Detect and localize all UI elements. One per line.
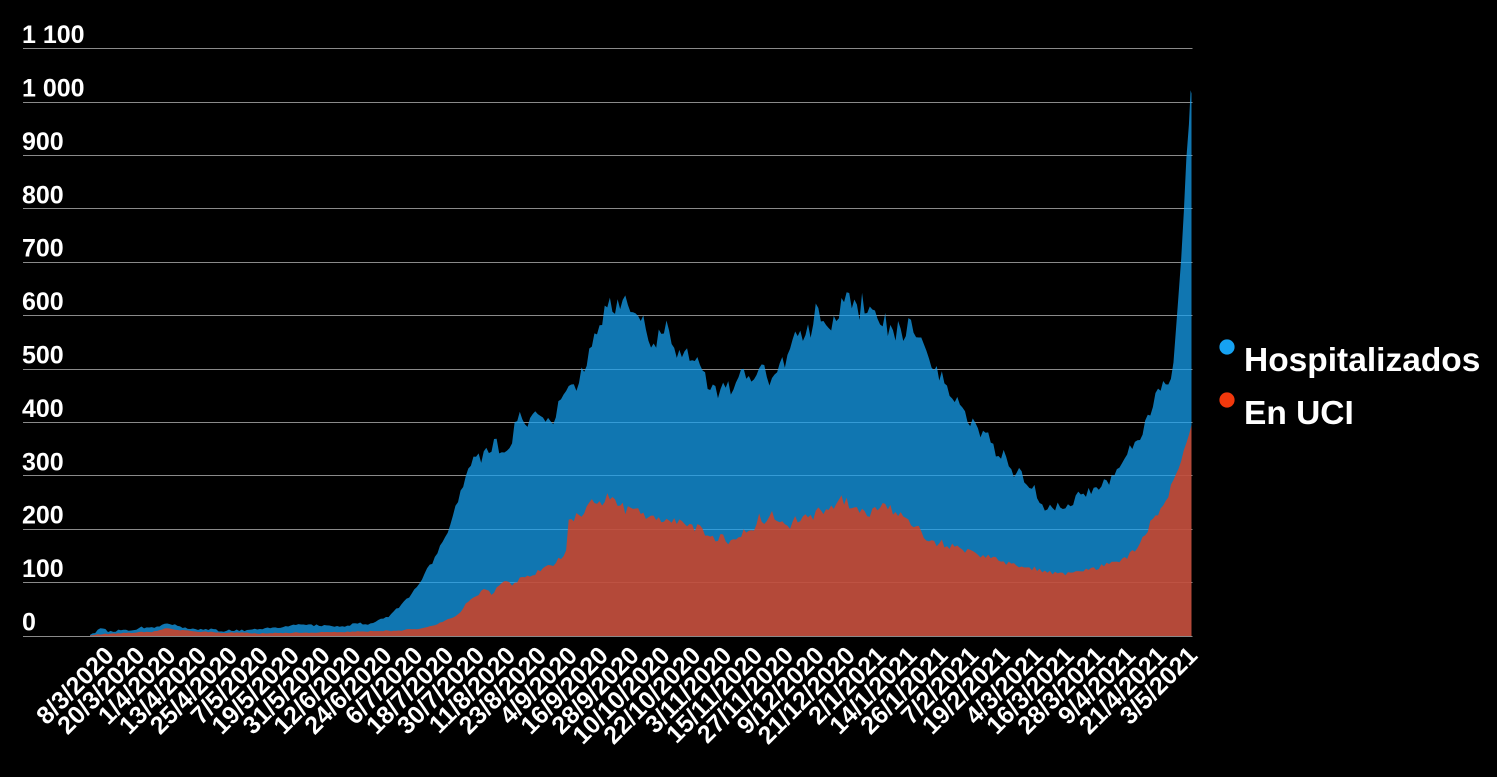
svg-text:800: 800 (22, 181, 64, 209)
svg-text:600: 600 (22, 288, 64, 316)
svg-text:500: 500 (22, 342, 64, 370)
svg-text:1 000: 1 000 (22, 75, 85, 103)
svg-text:En UCI: En UCI (1244, 395, 1354, 432)
svg-text:200: 200 (22, 502, 64, 530)
svg-text:900: 900 (22, 128, 64, 156)
svg-text:100: 100 (22, 555, 64, 583)
svg-text:Hospitalizados: Hospitalizados (1244, 342, 1480, 379)
svg-text:1 100: 1 100 (22, 21, 85, 49)
svg-text:700: 700 (22, 235, 64, 263)
svg-text:0: 0 (22, 609, 36, 637)
svg-text:400: 400 (22, 395, 64, 423)
svg-text:300: 300 (22, 448, 64, 476)
